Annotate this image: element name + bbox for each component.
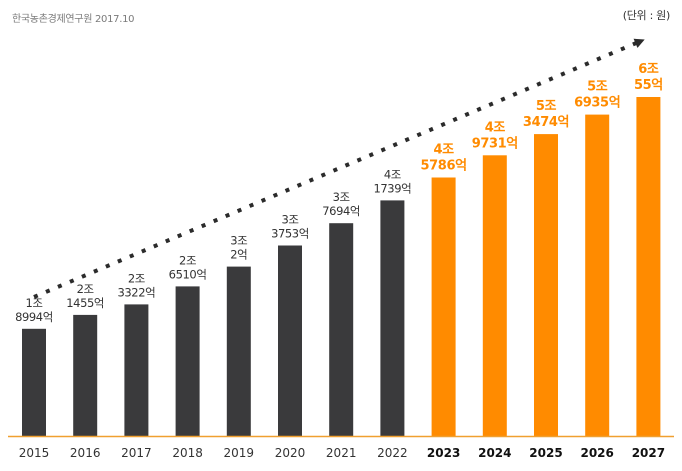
value-label-2015-line2: 8994억 [15, 310, 53, 324]
value-label-2027-line2: 55억 [634, 78, 663, 93]
value-label-2023-line2: 5786억 [421, 159, 467, 174]
value-label-2019-line2: 2억 [230, 248, 247, 262]
value-label-2016-line1: 2조 [77, 282, 94, 296]
value-label-2024-line2: 9731억 [472, 136, 518, 151]
bar-2016 [73, 314, 98, 436]
bar-2020 [278, 245, 302, 436]
value-label-2022-line1: 4조 [384, 167, 401, 181]
unit-note: (단위 : 원) [622, 9, 671, 22]
bar-2015 [22, 328, 46, 436]
x-tick-2017: 2017 [121, 446, 152, 460]
x-tick-2019: 2019 [224, 446, 255, 460]
source-note: 한국농촌경제연구원 2017.10 [12, 14, 135, 25]
value-label-2018-line2: 6510억 [169, 267, 207, 281]
bar-2025 [534, 134, 558, 436]
bar-2017 [124, 304, 149, 436]
value-label-2020-line1: 3조 [281, 213, 298, 227]
bar-2021 [329, 223, 354, 436]
value-label-2017-line1: 2조 [128, 271, 145, 285]
bar-2018 [175, 286, 200, 436]
x-tick-2018: 2018 [172, 446, 203, 460]
value-label-2022-line2: 1739억 [373, 181, 411, 195]
value-label-2015-line1: 1조 [25, 296, 42, 310]
value-label-2016-line2: 1455억 [66, 296, 104, 310]
trend-arrow [33, 38, 645, 299]
value-label-2023-line1: 4조 [433, 143, 454, 158]
value-label-2019-line1: 3조 [230, 234, 247, 248]
value-label-2020-line2: 3753억 [271, 227, 309, 241]
x-tick-2022: 2022 [377, 446, 408, 460]
value-label-2021-line2: 7694억 [322, 204, 360, 218]
value-label-2021-line1: 3조 [333, 190, 350, 204]
x-tick-2015: 2015 [19, 446, 50, 460]
bar-2026 [585, 114, 610, 436]
bar-2022 [380, 200, 405, 436]
x-tick-2026: 2026 [580, 446, 613, 460]
value-label-2018-line1: 2조 [179, 253, 196, 267]
value-label-2025-line2: 3474억 [523, 115, 569, 130]
value-label-2027-line1: 6조 [638, 62, 659, 77]
x-tick-2021: 2021 [326, 446, 357, 460]
bar-2023 [431, 177, 456, 436]
x-tick-2027: 2027 [632, 446, 665, 460]
value-label-2017-line2: 3322억 [117, 285, 155, 299]
bar-2019 [226, 266, 251, 436]
x-tick-2020: 2020 [275, 446, 306, 460]
value-label-2024-line1: 4조 [485, 120, 506, 135]
x-tick-2024: 2024 [478, 446, 511, 460]
x-tick-2025: 2025 [529, 446, 562, 460]
x-tick-2016: 2016 [70, 446, 101, 460]
value-label-2026-line2: 6935억 [574, 96, 620, 111]
x-tick-2023: 2023 [427, 446, 460, 460]
bar-2024 [482, 155, 507, 437]
value-label-2025-line1: 5조 [536, 99, 557, 114]
value-label-2026-line1: 5조 [587, 80, 608, 95]
bar-2027 [636, 97, 661, 436]
